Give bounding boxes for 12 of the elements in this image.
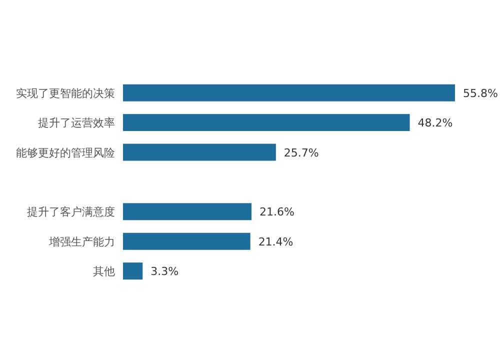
y-tick-label: 提升了运营效率 [38,116,115,130]
y-tick-label: 其他 [93,265,115,278]
data-label: 21.6% [260,206,294,219]
data-label: 25.7% [284,146,319,160]
y-tick-label: 提升了客户满意度 [27,206,115,219]
data-label: 48.2% [418,116,453,130]
y-tick-label: 实现了更智能的决策 [16,86,115,100]
data-label: 3.3% [150,265,179,278]
y-tick-label: 能够更好的管理风险 [16,146,115,160]
y-tick-label: 增强生产能力 [48,235,115,248]
data-label: 55.8% [463,86,498,100]
data-label: 21.4% [258,235,294,248]
